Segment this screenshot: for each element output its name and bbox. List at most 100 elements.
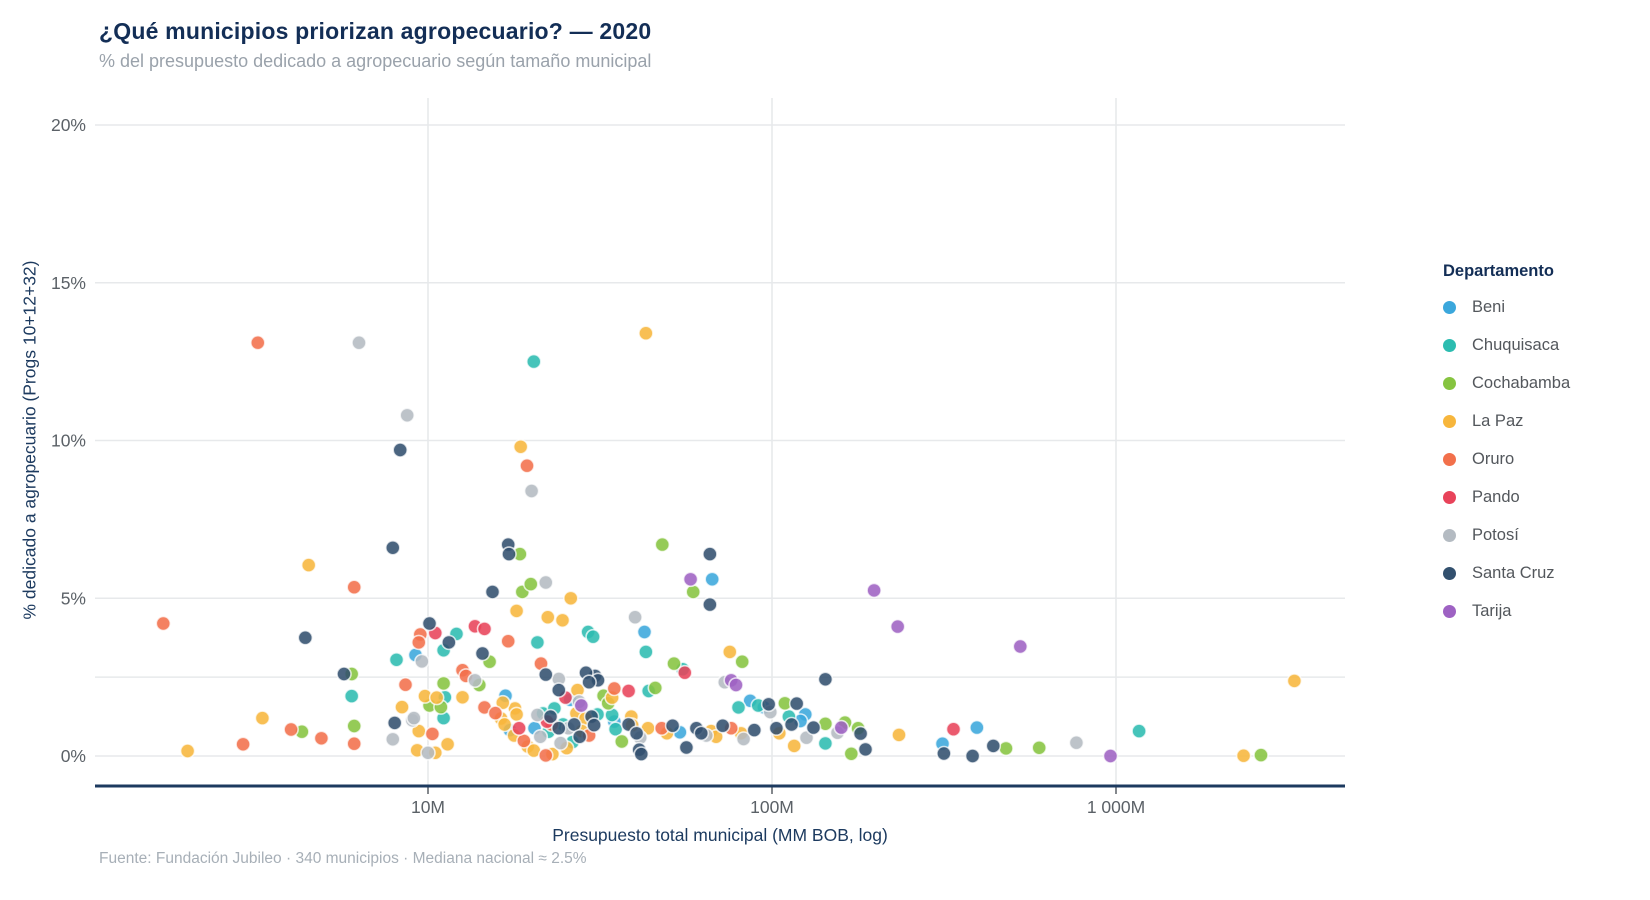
scatter-point[interactable] xyxy=(476,621,493,637)
scatter-point[interactable] xyxy=(664,717,681,734)
scatter-point[interactable] xyxy=(435,675,452,692)
scatter-point[interactable] xyxy=(537,574,554,591)
scatter-point[interactable] xyxy=(346,735,363,752)
scatter-point[interactable] xyxy=(424,726,441,742)
scatter-point[interactable] xyxy=(562,590,579,607)
scatter-point[interactable] xyxy=(866,582,882,599)
scatter-point[interactable] xyxy=(964,748,981,764)
scatter-point[interactable] xyxy=(730,699,747,716)
scatter-point[interactable] xyxy=(1068,734,1085,751)
scatter-point[interactable] xyxy=(638,325,654,342)
scatter-point[interactable] xyxy=(155,615,172,632)
scatter-point[interactable] xyxy=(346,718,363,734)
scatter-point[interactable] xyxy=(746,722,763,738)
legend-item-potos-[interactable]: Potosí xyxy=(1443,526,1570,545)
scatter-point[interactable] xyxy=(474,645,491,662)
scatter-point[interactable] xyxy=(397,676,414,693)
scatter-point[interactable] xyxy=(421,615,438,632)
scatter-point[interactable] xyxy=(384,539,401,556)
scatter-point[interactable] xyxy=(891,727,907,743)
scatter-point[interactable] xyxy=(441,634,457,651)
scatter-point[interactable] xyxy=(254,710,271,726)
scatter-point[interactable] xyxy=(1131,723,1147,739)
scatter-point[interactable] xyxy=(235,736,251,753)
scatter-point[interactable] xyxy=(406,710,422,726)
scatter-point[interactable] xyxy=(386,715,403,731)
scatter-point[interactable] xyxy=(519,457,535,474)
scatter-point[interactable] xyxy=(525,353,542,370)
scatter-point[interactable] xyxy=(1012,638,1029,655)
scatter-point[interactable] xyxy=(889,618,906,635)
scatter-point[interactable] xyxy=(300,557,317,573)
scatter-point[interactable] xyxy=(414,653,430,670)
scatter-point[interactable] xyxy=(998,740,1014,757)
scatter-point[interactable] xyxy=(1286,673,1303,689)
scatter-point[interactable] xyxy=(606,680,623,697)
scatter-point[interactable] xyxy=(702,546,718,562)
scatter-point[interactable] xyxy=(843,745,860,762)
scatter-point[interactable] xyxy=(638,644,654,660)
scatter-point[interactable] xyxy=(529,707,546,723)
legend-item-beni[interactable]: Beni xyxy=(1443,298,1570,317)
scatter-point[interactable] xyxy=(571,728,588,745)
scatter-point[interactable] xyxy=(788,695,805,712)
scatter-point[interactable] xyxy=(388,651,405,668)
scatter-point[interactable] xyxy=(628,725,645,742)
scatter-point[interactable] xyxy=(857,741,874,758)
scatter-point[interactable] xyxy=(620,683,637,699)
scatter-point[interactable] xyxy=(678,739,695,756)
scatter-point[interactable] xyxy=(313,730,330,747)
scatter-point[interactable] xyxy=(833,719,850,736)
scatter-point[interactable] xyxy=(586,717,602,733)
scatter-point[interactable] xyxy=(516,733,532,749)
scatter-point[interactable] xyxy=(343,688,360,704)
scatter-point[interactable] xyxy=(394,699,410,715)
scatter-point[interactable] xyxy=(399,407,416,424)
scatter-point[interactable] xyxy=(633,746,650,762)
scatter-point[interactable] xyxy=(336,666,352,682)
scatter-point[interactable] xyxy=(537,747,554,764)
scatter-point[interactable] xyxy=(714,717,731,734)
scatter-point[interactable] xyxy=(179,743,196,759)
scatter-point[interactable] xyxy=(500,633,517,650)
scatter-point[interactable] xyxy=(627,609,643,626)
scatter-point[interactable] xyxy=(554,612,571,629)
legend-item-chuquisaca[interactable]: Chuquisaca xyxy=(1443,336,1570,355)
scatter-point[interactable] xyxy=(783,716,800,733)
scatter-point[interactable] xyxy=(969,719,985,736)
scatter-point[interactable] xyxy=(512,438,529,455)
scatter-point[interactable] xyxy=(817,735,834,752)
scatter-point[interactable] xyxy=(636,624,653,640)
scatter-point[interactable] xyxy=(410,634,427,651)
scatter-point[interactable] xyxy=(501,546,517,562)
scatter-point[interactable] xyxy=(428,689,445,706)
scatter-point[interactable] xyxy=(511,720,527,737)
scatter-point[interactable] xyxy=(384,731,401,748)
scatter-point[interactable] xyxy=(666,655,682,672)
scatter-point[interactable] xyxy=(494,694,511,711)
legend-item-la-paz[interactable]: La Paz xyxy=(1443,412,1570,431)
scatter-point[interactable] xyxy=(283,721,299,738)
scatter-point[interactable] xyxy=(936,745,952,762)
scatter-point[interactable] xyxy=(487,705,504,721)
scatter-point[interactable] xyxy=(786,738,803,754)
scatter-point[interactable] xyxy=(537,666,554,683)
scatter-point[interactable] xyxy=(585,628,601,645)
scatter-point[interactable] xyxy=(297,629,314,646)
scatter-point[interactable] xyxy=(523,483,540,499)
scatter-point[interactable] xyxy=(685,584,702,600)
scatter-point[interactable] xyxy=(508,603,525,619)
scatter-point[interactable] xyxy=(1235,747,1252,764)
scatter-point[interactable] xyxy=(508,706,525,723)
scatter-point[interactable] xyxy=(552,735,569,751)
scatter-point[interactable] xyxy=(1102,748,1119,764)
scatter-point[interactable] xyxy=(249,334,266,351)
scatter-point[interactable] xyxy=(550,682,567,698)
scatter-point[interactable] xyxy=(654,536,671,553)
legend-item-tarija[interactable]: Tarija xyxy=(1443,602,1570,621)
scatter-point[interactable] xyxy=(346,579,363,596)
scatter-point[interactable] xyxy=(985,738,1002,754)
scatter-point[interactable] xyxy=(392,442,409,458)
scatter-point[interactable] xyxy=(702,596,718,613)
scatter-point[interactable] xyxy=(613,733,630,750)
